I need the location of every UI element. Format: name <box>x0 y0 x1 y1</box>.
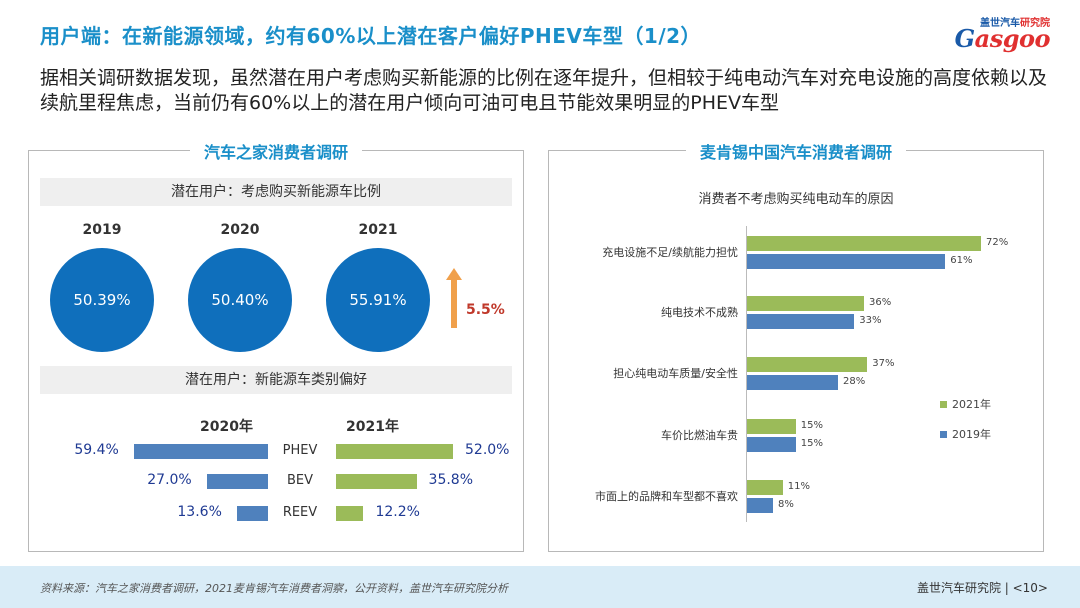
reason-bar-2021-0 <box>747 236 981 251</box>
pref-category-REEV: REEV <box>282 505 318 520</box>
pref-bar-2020-REEV <box>237 506 268 521</box>
circle-year-2019: 2019 <box>82 222 122 238</box>
reason-value-2021-3: 15% <box>800 420 823 431</box>
pref-bar-2021-PHEV <box>336 444 453 459</box>
pref-bar-2021-BEV <box>336 474 417 489</box>
reason-bar-2019-0 <box>747 254 946 269</box>
pref-value-2020-BEV: 27.0% <box>147 472 192 488</box>
pref-category-PHEV: PHEV <box>282 443 318 458</box>
pref-value-2021-REEV: 12.2% <box>375 504 420 520</box>
pref-bar-2020-PHEV <box>134 444 268 459</box>
reason-value-2019-4: 8% <box>778 499 794 510</box>
reason-value-2019-3: 15% <box>800 438 823 449</box>
reasons-chart-title: 消费者不考虑购买纯电动车的原因 <box>698 192 894 207</box>
footer: 资料来源：汽车之家消费者调研，2021麦肯锡汽车消费者洞察，公开资料，盖世汽车研… <box>0 566 1080 608</box>
reasons-axis <box>746 226 747 522</box>
ratio-circle-2020: 50.40% <box>188 248 292 352</box>
reason-value-2019-2: 28% <box>843 376 866 387</box>
pref-bar-2021-REEV <box>336 506 364 521</box>
reason-bar-2021-1 <box>747 296 864 311</box>
circle-year-2021: 2021 <box>358 222 398 238</box>
reason-value-2019-1: 33% <box>859 315 882 326</box>
legend-item-2019年: 2019年 <box>940 426 991 442</box>
circle-year-2020: 2020 <box>220 222 260 238</box>
logo-top-text: 盖世汽车研究院 <box>980 18 1050 29</box>
growth-label: 5.5% <box>466 302 505 318</box>
pref-value-2020-PHEV: 59.4% <box>74 442 119 458</box>
reason-category-2: 担心纯电动车质量/安全性 <box>613 367 738 380</box>
legend-label-2019年: 2019年 <box>952 428 991 441</box>
reason-category-3: 车价比燃油车贵 <box>661 429 738 442</box>
reason-category-1: 纯电技术不成熟 <box>661 306 738 319</box>
growth-arrow-icon <box>446 268 462 328</box>
reason-bar-2019-1 <box>747 314 855 329</box>
gasgoo-logo: 盖世汽车研究院 Gasgoo <box>930 14 1051 53</box>
reason-bar-2021-2 <box>747 357 868 372</box>
reason-value-2021-1: 36% <box>869 297 892 308</box>
reason-value-2021-0: 72% <box>986 237 1009 248</box>
source-note: 资料来源：汽车之家消费者调研，2021麦肯锡汽车消费者洞察，公开资料，盖世汽车研… <box>40 582 508 595</box>
legend-item-2021年: 2021年 <box>940 396 991 412</box>
legend-swatch-2019年 <box>940 430 947 438</box>
ratio-circle-2019: 50.39% <box>50 248 154 352</box>
legend-label-2021年: 2021年 <box>952 398 991 411</box>
autohome-survey-panel: 汽车之家消费者调研 <box>28 143 524 552</box>
reason-bar-2019-3 <box>747 437 796 452</box>
pref-value-2020-REEV: 13.6% <box>177 504 222 520</box>
reason-bar-2021-4 <box>747 480 783 495</box>
logo-main-text: Gasgoo <box>954 24 1051 53</box>
preference-band-heading: 潜在用户：新能源车类别偏好 <box>40 366 512 394</box>
reason-bar-2019-2 <box>747 375 838 390</box>
pref-value-2021-PHEV: 52.0% <box>465 442 510 458</box>
page-title: 用户端：在新能源领域，约有60%以上潜在客户偏好PHEV车型（1/2） <box>40 24 702 48</box>
reason-value-2021-2: 37% <box>872 358 895 369</box>
right-panel-title: 麦肯锡中国汽车消费者调研 <box>549 139 1043 163</box>
pref-category-BEV: BEV <box>286 473 314 488</box>
pref-year-2020: 2020年 <box>200 419 253 435</box>
page-number: 盖世汽车研究院 | <10> <box>916 581 1048 595</box>
left-panel-title: 汽车之家消费者调研 <box>29 139 523 163</box>
intro-text: 据相关调研数据发现，虽然潜在用户考虑购买新能源的比例在逐年提升，但相较于纯电动汽… <box>40 67 1048 114</box>
reason-category-4: 市面上的品牌和车型都不喜欢 <box>595 490 738 503</box>
pref-bar-2020-BEV <box>207 474 268 489</box>
pref-value-2021-BEV: 35.8% <box>428 472 474 488</box>
ratio-band-heading: 潜在用户：考虑购买新能源车比例 <box>40 178 512 206</box>
reason-bar-2019-4 <box>747 498 773 513</box>
ratio-circle-2021: 55.91% <box>326 248 430 352</box>
reason-value-2021-4: 11% <box>787 481 810 492</box>
mckinsey-survey-panel: 麦肯锡中国汽车消费者调研 <box>548 143 1044 552</box>
pref-year-2021: 2021年 <box>346 419 399 435</box>
reason-category-0: 充电设施不足/续航能力担忧 <box>602 246 738 259</box>
reason-value-2019-0: 61% <box>950 255 973 266</box>
legend-swatch-2021年 <box>940 400 947 408</box>
reason-bar-2021-3 <box>747 419 796 434</box>
